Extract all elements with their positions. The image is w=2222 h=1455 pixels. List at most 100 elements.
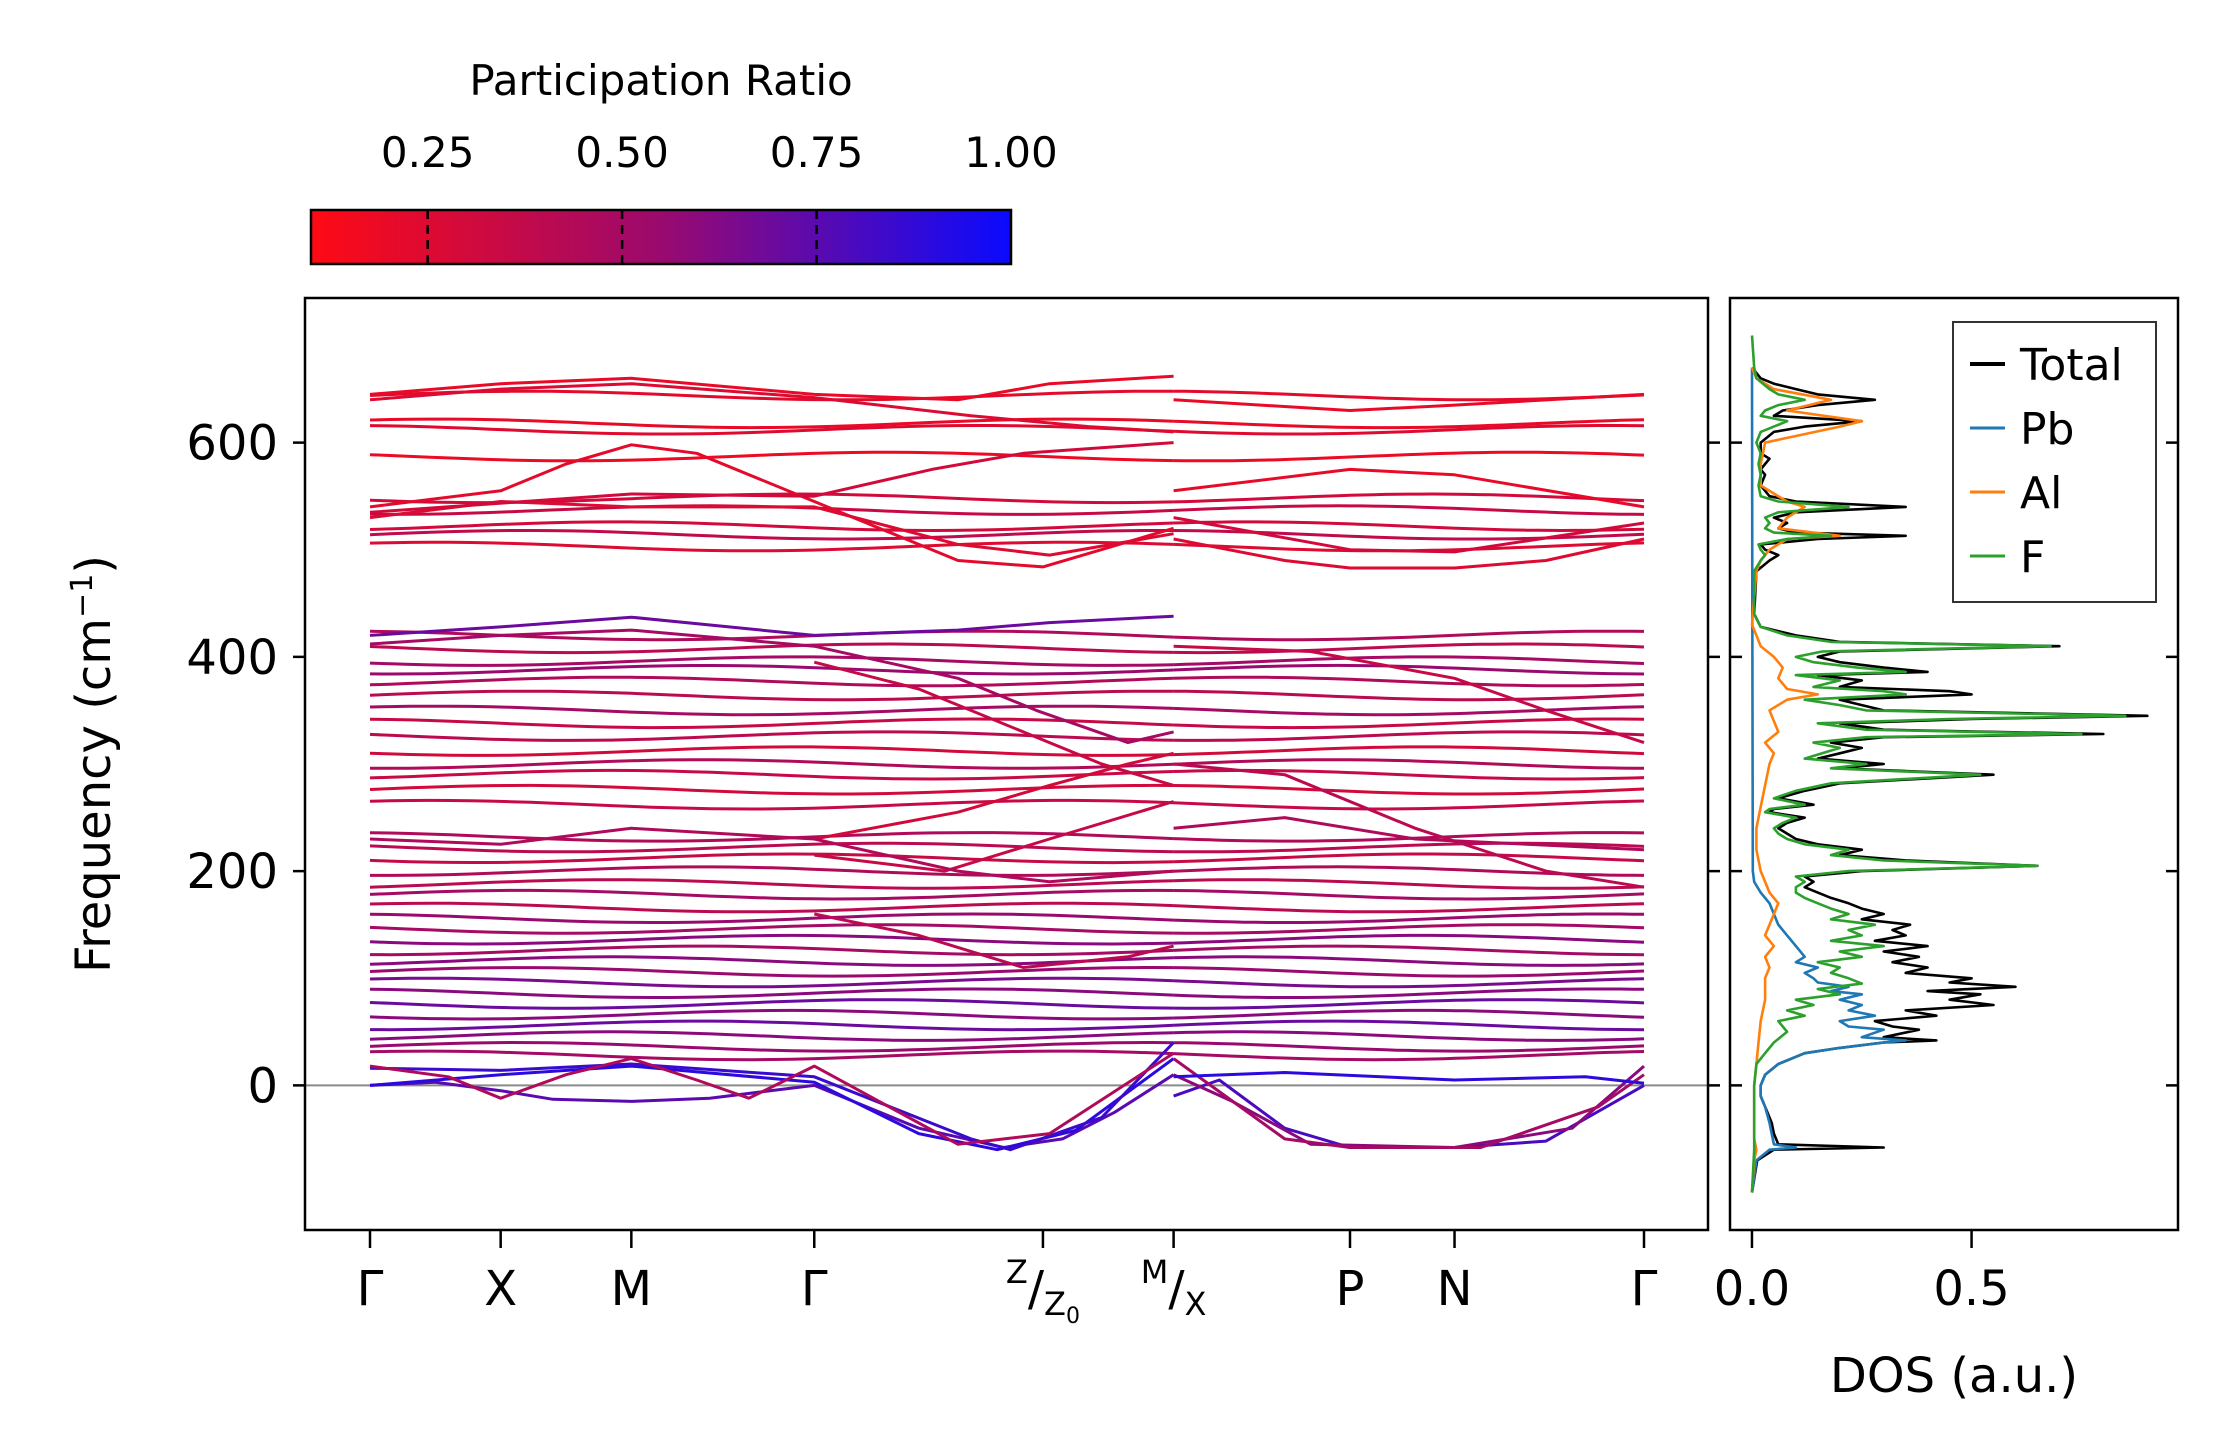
phonon-band-flat	[1173, 418, 1645, 430]
y-axis-label-main: Frequency (cm	[66, 618, 122, 973]
colorbar-tick-label: 0.75	[770, 128, 864, 177]
x-tick-label: Γ	[1631, 1261, 1658, 1317]
colorbar-tick-label: 0.50	[575, 128, 669, 177]
phonon-band-dispersive	[1172, 1064, 1645, 1149]
phonon-band-flat	[369, 933, 1174, 946]
phonon-band-flat	[369, 852, 1174, 865]
phonon-band-flat	[369, 998, 1174, 1010]
phonon-band-flat	[1173, 933, 1645, 945]
phonon-band-dispersive	[369, 443, 1175, 569]
main-ticks	[293, 441, 1720, 1248]
phonon-band-flat	[1173, 1019, 1645, 1032]
phonon-band-flat	[1173, 424, 1645, 436]
phonon-band-flat	[1173, 852, 1645, 864]
phonon-band-flat	[369, 689, 1174, 702]
phonon-band-flat	[369, 976, 1174, 989]
phonon-band-flat	[1173, 629, 1645, 642]
x-tick-label-sub: X	[1185, 1285, 1207, 1323]
phonon-band-flat	[369, 955, 1174, 967]
x-tick-labels: Γ X M Γ Z/Z0M/X P N Γ	[357, 1253, 1658, 1329]
dos-curve-al	[1750, 367, 1864, 1193]
phonon-band-flat	[369, 912, 1174, 924]
phonon-band-dispersive	[814, 751, 1174, 841]
phonon-band-flat	[369, 944, 1174, 957]
phonon-band-dispersive	[813, 660, 1175, 787]
x-tick-label-sup: M	[1141, 1253, 1169, 1291]
colorbar-tick-label: 0.25	[381, 128, 475, 177]
dos-curves	[1750, 335, 2149, 1193]
phonon-band-flat	[1173, 966, 1645, 978]
colorbar: Participation Ratio 0.25 0.50 0.75 1.00	[309, 56, 1058, 266]
x-tick-label: Γ	[357, 1261, 384, 1317]
phonon-band-flat	[369, 424, 1174, 436]
phonon-band-flat	[369, 529, 1174, 541]
phonon-band-flat	[369, 642, 1174, 655]
dos-x-axis-label: DOS (a.u.)	[1830, 1348, 2078, 1404]
phonon-band-flat	[369, 389, 1174, 402]
legend-label-f: F	[2020, 532, 2045, 583]
phonon-band-dispersive	[369, 382, 1174, 434]
phonon-band-dispersive	[1173, 537, 1645, 570]
y-tick-label: 400	[186, 630, 278, 686]
colorbar-ticks: 0.25 0.50 0.75 1.00	[381, 128, 1058, 264]
dos-curve-f	[1750, 335, 2127, 1193]
phonon-band-flat	[369, 730, 1174, 742]
x-tick-label-composite: M/X	[1141, 1253, 1207, 1323]
x-tick-label-slash: /	[1028, 1261, 1045, 1317]
phonon-band-flat	[1173, 944, 1645, 957]
phonon-band-flat	[1173, 642, 1645, 655]
phonon-band-flat	[1173, 987, 1645, 999]
phonon-band-flat	[369, 1019, 1174, 1032]
phonon-band-flat	[1173, 878, 1645, 890]
legend-label-pb: Pb	[2020, 404, 2074, 455]
phonon-band-flat	[369, 783, 1174, 796]
phonon-band-flat	[1173, 1030, 1645, 1042]
phonon-band-flat	[1173, 784, 1645, 796]
phonon-bands	[305, 374, 1708, 1152]
phonon-band-flat	[369, 987, 1174, 999]
dos-x-tick-label: 0.5	[1933, 1261, 2009, 1317]
phonon-band-dispersive	[369, 826, 1174, 884]
dos-axes-frame	[1728, 296, 2180, 1232]
phonon-band-flat	[369, 841, 1174, 854]
phonon-band-flat	[369, 675, 1174, 688]
phonon-band-flat	[1173, 492, 1645, 504]
phonon-band-flat	[369, 758, 1174, 770]
x-tick-label-sup: Z	[1006, 1253, 1028, 1291]
phonon-band-dispersive	[369, 500, 1174, 557]
phonon-band-flat	[1173, 450, 1645, 463]
x-tick-label: Γ	[801, 1261, 828, 1317]
legend-label-al: Al	[2020, 468, 2062, 519]
phonon-band-flat	[1173, 923, 1645, 935]
phonon-band-dispersive	[369, 614, 1174, 637]
dos-x-tick-label: 0.0	[1714, 1261, 1790, 1317]
colorbar-title: Participation Ratio	[469, 56, 852, 105]
colorbar-gradient	[309, 208, 1013, 266]
phonon-band-flat	[369, 704, 1174, 717]
phonon-band-flat	[369, 745, 1174, 757]
colorbar-tick-label: 1.00	[964, 128, 1058, 177]
y-tick-label: 200	[186, 844, 278, 900]
x-tick-label: M	[611, 1261, 652, 1317]
phonon-band-flat	[1173, 663, 1645, 676]
phonon-band-flat	[1173, 520, 1645, 533]
phonon-band-dispersive	[1173, 467, 1645, 509]
phonon-band-flat	[1173, 655, 1645, 667]
phonon-band-flat	[1173, 799, 1645, 811]
phonon-band-flat	[369, 540, 1174, 553]
legend-label-total: Total	[2019, 340, 2123, 391]
phonon-band-flat	[1173, 902, 1645, 914]
phonon-band-flat	[369, 965, 1174, 978]
phonon-band-flat	[1173, 689, 1645, 702]
phonon-band-dispersive	[1173, 762, 1645, 889]
phonon-band-flat	[369, 1030, 1174, 1042]
phonon-band-flat	[1173, 955, 1645, 967]
phonon-band-dispersive	[1173, 1078, 1645, 1149]
phonon-band-flat	[369, 450, 1174, 463]
phonon-band-flat	[369, 417, 1174, 430]
y-tick-labels: 0 200 400 600	[186, 416, 278, 1115]
phonon-band-dispersive	[1173, 644, 1645, 745]
phonon-band-flat	[1173, 730, 1645, 742]
phonon-band-dispersive	[1173, 816, 1645, 852]
